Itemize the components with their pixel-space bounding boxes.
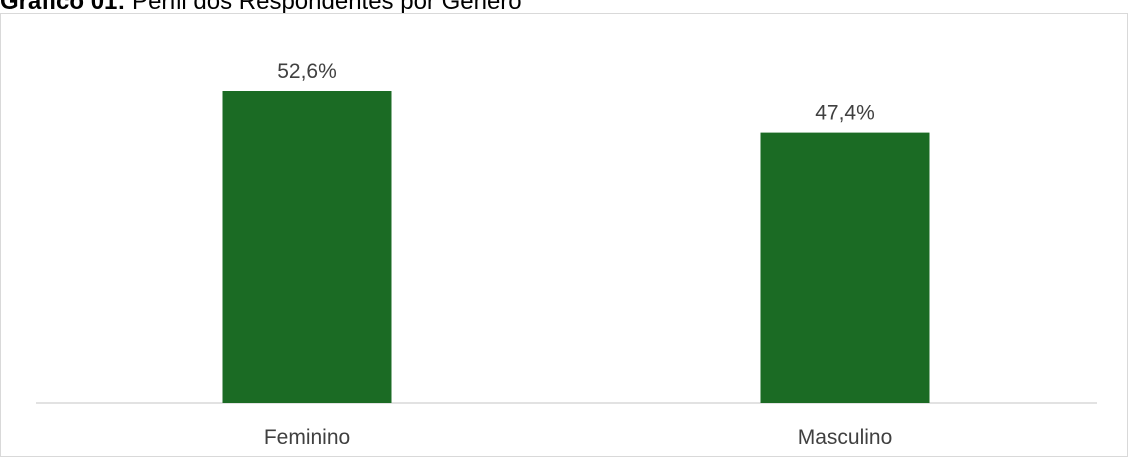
chart-title-prefix: Gráfico 01: — [0, 0, 126, 15]
data-label-masculino: 47,4% — [815, 102, 875, 125]
chart-area — [0, 13, 1128, 457]
data-label-feminino: 52,6% — [277, 60, 337, 83]
bars-layer: 52,6% Feminino 47,4% Masculino — [222, 60, 930, 449]
chart-title-text: Perfil dos Respondentes por Gênero — [125, 0, 522, 15]
tick-label-feminino: Feminino — [264, 426, 350, 449]
bar-feminino — [222, 91, 392, 403]
bar-masculino — [760, 132, 930, 403]
chart-title: Gráfico 01: Perfil dos Respondentes por … — [0, 0, 522, 14]
tick-label-masculino: Masculino — [798, 426, 893, 449]
